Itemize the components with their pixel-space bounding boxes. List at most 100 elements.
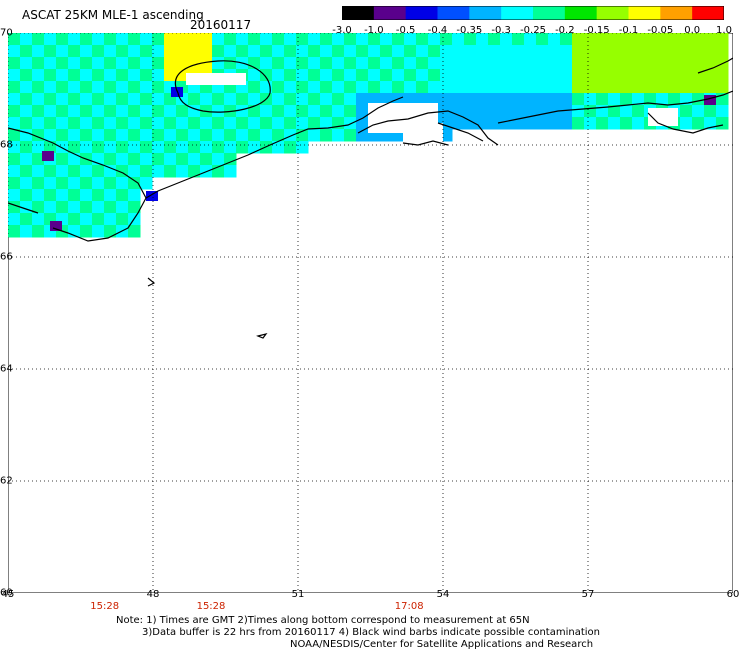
swath-cell (20, 45, 33, 58)
colorbar-segment (437, 6, 470, 20)
swath-cell (32, 105, 45, 118)
swath-cell (428, 45, 441, 58)
swath-cell (128, 69, 141, 82)
swath-cell (632, 57, 645, 70)
swath-cell (104, 117, 117, 130)
swath-cell (284, 33, 297, 46)
swath-cell (80, 189, 93, 202)
swath-cell (464, 117, 477, 130)
swath-cell (152, 33, 165, 46)
swath-cell (176, 117, 189, 130)
swath-cell (152, 57, 165, 70)
swath-cell (32, 153, 45, 166)
swath-cell (464, 105, 477, 118)
swath-cell (488, 33, 501, 46)
swath-cell (44, 117, 57, 130)
swath-cell (404, 93, 417, 106)
swath-cell (452, 69, 465, 82)
swath-cell (8, 225, 21, 238)
swath-cell (524, 57, 537, 70)
swath-cell (668, 57, 681, 70)
swath-cell (236, 45, 249, 58)
swath-cell (224, 129, 237, 142)
swath-cell (128, 33, 141, 46)
swath-cell (32, 69, 45, 82)
swath-cell (368, 69, 381, 82)
latitude-label: 62 (0, 475, 13, 487)
swath-cell (260, 117, 273, 130)
swath-cell (80, 201, 93, 214)
swath-cell (524, 81, 537, 94)
swath-cell (296, 117, 309, 130)
swath-cell (56, 93, 69, 106)
swath-cell (152, 45, 165, 58)
swath-cell (656, 57, 669, 70)
swath-cell (104, 105, 117, 118)
swath-cell (452, 57, 465, 70)
swath-cell (152, 141, 165, 154)
swath-cell (452, 93, 465, 106)
swath-cell (164, 141, 177, 154)
latitude-label: 64 (0, 363, 13, 375)
swath-cell (692, 81, 705, 94)
swath-cell (608, 117, 621, 130)
swath-cell (212, 141, 225, 154)
swath-cell (296, 81, 309, 94)
swath-cell (92, 225, 105, 238)
swath-cell (116, 81, 129, 94)
land-mask (403, 123, 443, 143)
swath-cell (188, 153, 201, 166)
longitude-label: 48 (146, 589, 160, 600)
swath-cell (308, 33, 321, 46)
swath-cell (68, 105, 81, 118)
swath-cell (536, 93, 549, 106)
swath-cell (32, 117, 45, 130)
swath-cell (572, 33, 585, 46)
swath-cell (272, 93, 285, 106)
swath-cell (596, 93, 609, 106)
swath-cell (212, 93, 225, 106)
swath-cell (212, 45, 225, 58)
swath-cell (140, 177, 153, 190)
swath-cell (476, 81, 489, 94)
swath-cell (128, 57, 141, 70)
swath-cell (356, 45, 369, 58)
swath-cell (560, 57, 573, 70)
swath-cell (80, 165, 93, 178)
swath-cell (260, 69, 273, 82)
swath-cell (140, 57, 153, 70)
swath-cell (56, 117, 69, 130)
swath-cell (272, 57, 285, 70)
swath-cell (392, 69, 405, 82)
swath-cell (356, 105, 369, 118)
note-line-1: Note: 1) Times are GMT 2)Times along bot… (116, 615, 530, 626)
swath-cell (32, 225, 45, 238)
swath-cell (80, 81, 93, 94)
swath-cell (572, 45, 585, 58)
swath-cell (596, 45, 609, 58)
swath-cell (248, 45, 261, 58)
colorbar-tick-label: -0.5 (395, 25, 416, 36)
swath-cell (56, 141, 69, 154)
colorbar-segment (596, 6, 629, 20)
swath-cell (104, 189, 117, 202)
swath-cell (104, 57, 117, 70)
swath-cell (116, 153, 129, 166)
swath-cell (272, 33, 285, 46)
swath-cell (236, 129, 249, 142)
swath-cell (44, 141, 57, 154)
swath-cell (620, 33, 633, 46)
swath-cell (308, 105, 321, 118)
swath-cell (584, 57, 597, 70)
swath-cell (44, 57, 57, 70)
product-title: ASCAT 25KM MLE-1 ascending (22, 8, 204, 22)
swath-cell (296, 105, 309, 118)
swath-cell (140, 45, 153, 58)
swath-cell (704, 33, 717, 46)
swath-cell (146, 191, 158, 201)
swath-cell (32, 141, 45, 154)
coastline-segment (402, 140, 449, 146)
swath-cell (452, 33, 465, 46)
swath-cell (680, 57, 693, 70)
colorbar-segment (342, 6, 375, 20)
